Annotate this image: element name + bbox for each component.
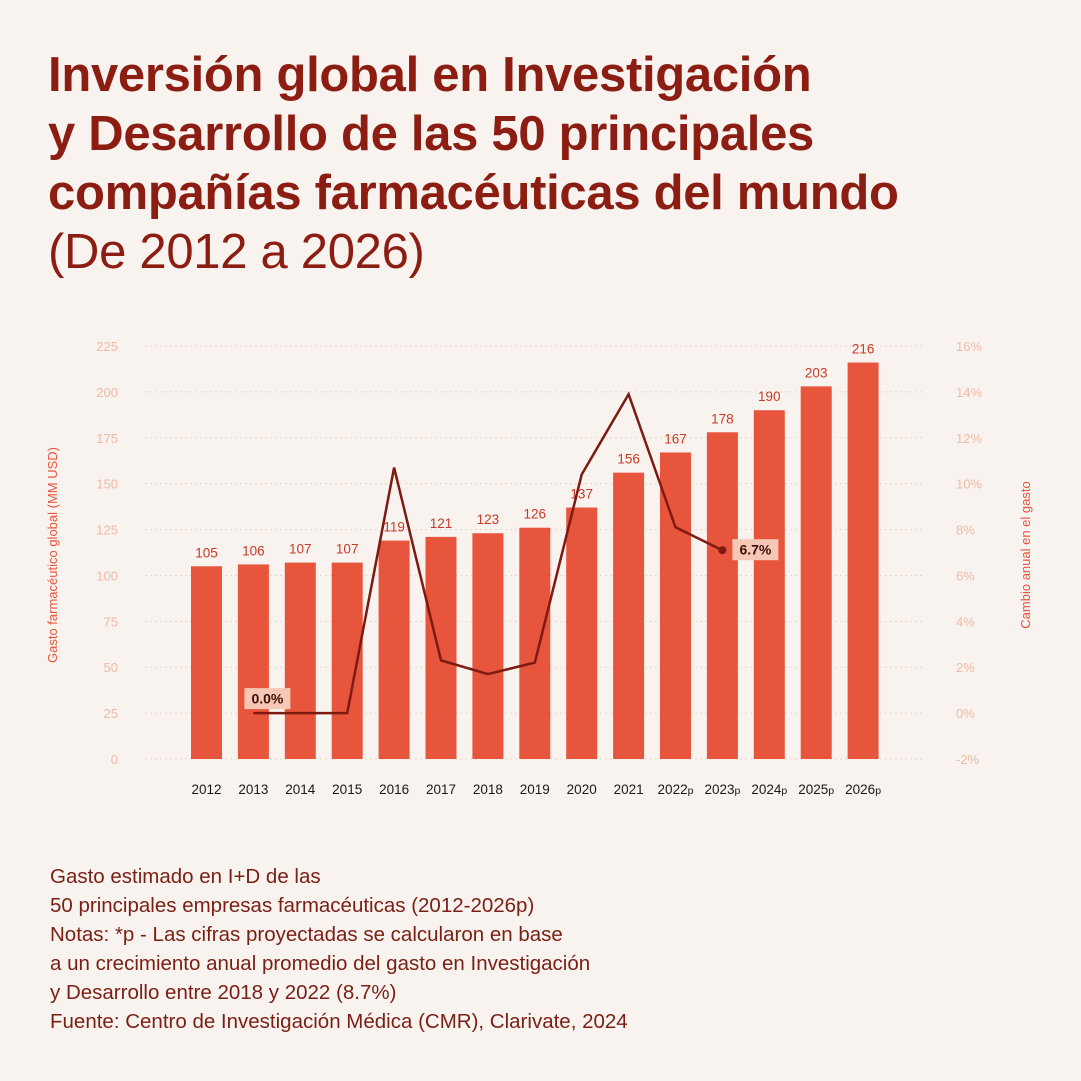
x-tick-label: 2018: [473, 782, 503, 797]
bar-value-label: 121: [430, 516, 453, 531]
y-tick-label: 50: [104, 660, 118, 675]
growth-line: [253, 391, 723, 715]
bar-value-label: 107: [289, 542, 312, 557]
y2-tick-label: 8%: [956, 523, 975, 538]
callout: 6.7%: [732, 539, 779, 561]
y2-tick-label: 2%: [956, 660, 975, 675]
bar: [660, 452, 691, 759]
bar-value-label: 178: [711, 411, 734, 426]
bar: [472, 533, 504, 759]
bar: [519, 527, 551, 759]
x-tick-label: 2020: [567, 782, 597, 797]
title-line-1: Inversión global en Investigación: [48, 48, 812, 102]
bar-value-label: 106: [242, 543, 265, 558]
bar-value-label: 119: [383, 520, 405, 535]
x-tick-label: 2026p: [845, 782, 881, 797]
chart-notes: Gasto estimado en I+D de las 50 principa…: [50, 862, 628, 1036]
bar: [284, 562, 316, 759]
bar-value-label: 216: [852, 342, 875, 357]
y2-tick-label: 14%: [956, 385, 982, 400]
y-tick-label: 75: [104, 614, 118, 629]
bar: [237, 564, 269, 759]
x-tick-label: 2021: [614, 782, 644, 797]
bar-value-label: 123: [477, 512, 500, 527]
x-tick-label: 2013: [238, 782, 268, 797]
line-series: 0.0% 6.7%: [244, 391, 779, 715]
bar: [847, 362, 879, 759]
chart-title: Inversión global en Investigación y Desa…: [48, 46, 1058, 282]
callout-label: 6.7%: [739, 542, 771, 558]
right-axis: -2% 0% 2% 4% 6% 8% 10% 12% 14% 16%: [956, 339, 982, 767]
bar-value-label: 126: [524, 507, 547, 522]
x-tick-label: 2015: [332, 782, 362, 797]
title-line-3: compañías farmacéuticas del mundo: [48, 166, 899, 220]
y2-tick-label: 16%: [956, 339, 982, 354]
y2-axis-label: Cambio anual en el gasto: [1018, 481, 1033, 628]
bar-value-label: 105: [195, 545, 218, 560]
bar: [191, 566, 222, 759]
bar-value-label: 107: [336, 542, 359, 557]
chart-subtitle: (De 2012 a 2026): [48, 225, 425, 279]
notes-line-5: y Desarrollo entre 2018 y 2022 (8.7%): [50, 981, 397, 1004]
bar: [800, 386, 832, 759]
y-tick-label: 25: [104, 706, 118, 721]
bar: [425, 536, 457, 759]
callout-label: 0.0%: [251, 691, 283, 707]
bar: [613, 472, 645, 759]
y-tick-label: 0: [111, 752, 118, 767]
x-tick-label: 2024p: [751, 782, 787, 797]
bar: [753, 410, 785, 759]
bar-series: 105 106 107 107 119 121 123 126 137 156 167 178 190 2…: [191, 342, 879, 759]
x-tick-label: 2016: [379, 782, 409, 797]
notes-line-6: Fuente: Centro de Investigación Médica (…: [50, 1010, 628, 1033]
y-tick-label: 175: [96, 431, 118, 446]
y2-tick-label: 12%: [956, 431, 982, 446]
callout-box: [244, 688, 291, 710]
callout: 0.0%: [244, 688, 291, 710]
bar-value-label: 137: [570, 487, 593, 502]
title-line-2: y Desarrollo de las 50 principales: [48, 107, 815, 161]
x-tick-label: 2019: [520, 782, 550, 797]
y-tick-label: 100: [96, 568, 118, 583]
y-axis-label: Gasto farmacéutico global (MM USD): [45, 447, 60, 663]
x-tick-label: 2022p: [658, 782, 694, 797]
line-end-marker: [718, 546, 727, 555]
y-tick-label: 225: [96, 339, 118, 354]
y2-tick-label: -2%: [956, 752, 980, 767]
notes-line-1: Gasto estimado en I+D de las: [50, 865, 321, 888]
bar: [378, 540, 410, 759]
bar-value-label: 203: [805, 365, 828, 380]
combo-chart: 0 25 50 75 100 125 150 175 200 225 -2% 0% 2% 4% 6% 8% 1…: [45, 339, 1033, 797]
y2-tick-label: 6%: [956, 568, 975, 583]
x-axis: 2012 2013 2014 2015 2016 2017 2018 2019 2020 2021…: [191, 782, 881, 797]
x-tick-label: 2012: [191, 782, 221, 797]
left-axis: 0 25 50 75 100 125 150 175 200 225: [96, 339, 118, 767]
y2-tick-label: 4%: [956, 614, 975, 629]
y2-tick-label: 10%: [956, 477, 982, 492]
bar: [566, 507, 598, 759]
notes-line-4: a un crecimiento anual promedio del gast…: [50, 952, 591, 975]
notes-line-2: 50 principales empresas farmacéuticas (2…: [50, 894, 535, 917]
notes-line-3: Notas: *p - Las cifras proyectadas se ca…: [50, 923, 563, 946]
y2-tick-label: 0%: [956, 706, 975, 721]
y-tick-label: 200: [96, 385, 118, 400]
x-tick-label: 2014: [285, 782, 316, 797]
x-tick-label: 2017: [426, 782, 456, 797]
y-tick-label: 150: [96, 477, 118, 492]
bar: [706, 432, 738, 759]
callout-box: [732, 539, 779, 561]
bar-value-label: 190: [758, 389, 781, 404]
x-tick-label: 2025p: [798, 782, 834, 797]
bar-value-label: 167: [664, 431, 687, 446]
y-tick-label: 125: [96, 523, 118, 538]
bar-value-label: 156: [617, 452, 640, 467]
x-tick-label: 2023p: [704, 782, 740, 797]
